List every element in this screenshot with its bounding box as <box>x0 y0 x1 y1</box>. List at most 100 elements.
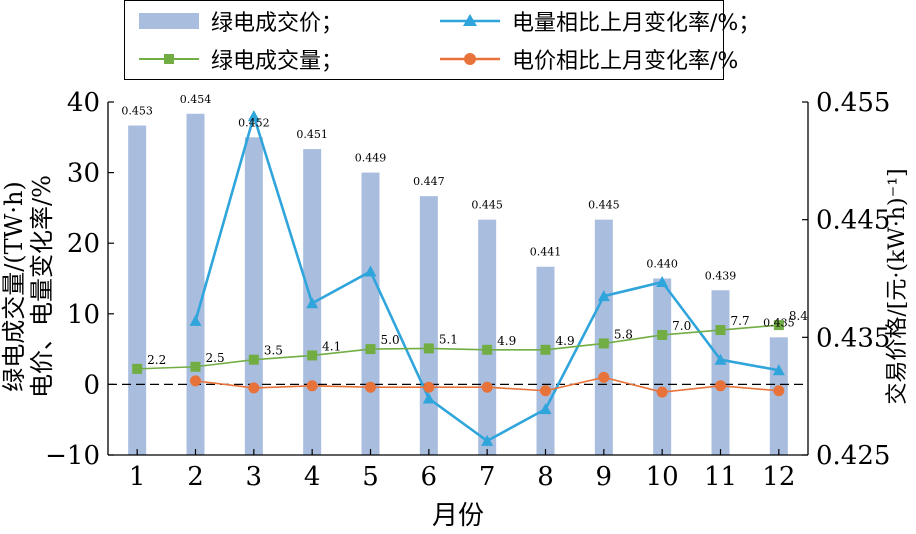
legend-item-price-change: 电价相比上月变化率/% <box>440 41 738 77</box>
bar-label-6: 0.447 <box>413 175 445 188</box>
legend-item-volume: 绿电成交量； <box>139 41 343 77</box>
point-label-s1-1: 2.2 <box>147 353 166 367</box>
legend-label-price-change: 电价相比上月变化率/% <box>512 49 739 74</box>
point-s2-10 <box>656 386 668 398</box>
point-s0-11 <box>714 353 727 365</box>
series-line-1 <box>137 324 779 370</box>
x-axis-title: 月份 <box>432 501 484 530</box>
bar-label-12: 0.435 <box>763 316 795 329</box>
point-s0-5 <box>364 265 377 277</box>
point-s1-11 <box>715 325 726 336</box>
point-s2-3 <box>248 382 260 394</box>
point-s2-11 <box>715 380 726 392</box>
bar-label-5: 0.449 <box>355 152 387 165</box>
x-tick-label: 11 <box>704 462 737 492</box>
bar-8 <box>536 266 555 455</box>
point-s1-5 <box>365 344 376 355</box>
legend-swatch-price-change <box>440 49 500 69</box>
y-left-axis-title-line1: 绿电成交量/(TW·h) <box>0 181 28 392</box>
point-s1-9 <box>598 338 609 349</box>
bar-label-8: 0.441 <box>530 246 562 259</box>
legend: 绿电成交价； 电量相比上月变化率/%； 绿电成交量； 电价相比上月变化率/% <box>124 0 760 80</box>
y-left-tick-label: 0 <box>83 370 100 400</box>
point-label-s1-8: 4.9 <box>556 334 575 348</box>
bar-10 <box>653 278 672 455</box>
point-s0-9 <box>597 290 610 302</box>
x-tick-label: 2 <box>187 462 204 492</box>
point-label-s1-3: 3.5 <box>264 344 283 358</box>
x-tick-label: 7 <box>479 462 496 492</box>
bar-label-11: 0.439 <box>705 269 737 282</box>
bar-label-7: 0.445 <box>471 199 503 212</box>
y-left-tick-label: 30 <box>67 159 100 189</box>
point-s2-9 <box>598 371 610 383</box>
point-s2-4 <box>306 380 318 392</box>
point-s1-10 <box>657 329 668 340</box>
point-s0-4 <box>306 297 319 309</box>
point-label-s1-9: 5.8 <box>614 327 633 341</box>
point-s2-8 <box>540 385 551 397</box>
y-right-tick-label: 0.435 <box>816 323 890 353</box>
y-right-tick-label: 0.445 <box>816 206 890 236</box>
point-s0-10 <box>656 276 669 288</box>
point-label-s1-6: 5.1 <box>439 332 458 346</box>
x-tick-label: 10 <box>646 462 679 492</box>
point-label-s1-12: 8.4 <box>789 309 808 323</box>
y-left-tick-label: 20 <box>67 229 100 259</box>
point-s1-12 <box>773 320 784 331</box>
point-label-s1-4: 4.1 <box>322 339 341 353</box>
legend-label-volume: 绿电成交量； <box>211 49 344 74</box>
y-right-tick-label: 0.425 <box>816 441 890 471</box>
bar-1 <box>128 125 147 456</box>
point-s0-12 <box>772 364 785 376</box>
point-s2-5 <box>365 381 376 393</box>
bar-7 <box>478 219 497 455</box>
bar-label-3: 0.452 <box>238 116 270 129</box>
x-tick-label: 9 <box>596 462 613 492</box>
point-s1-2 <box>190 361 201 372</box>
point-label-s1-10: 7.0 <box>672 319 691 333</box>
x-tick-label: 4 <box>304 462 321 492</box>
bar-9 <box>594 219 613 455</box>
point-s2-12 <box>773 385 785 397</box>
y-right-tick-label: 0.455 <box>816 88 890 118</box>
point-s1-7 <box>482 344 493 355</box>
point-s1-4 <box>307 350 318 361</box>
x-tick-label: 1 <box>129 462 146 492</box>
point-label-s1-5: 5.0 <box>381 333 400 347</box>
point-label-s1-2: 2.5 <box>206 351 225 365</box>
legend-swatch-volume <box>139 49 199 69</box>
point-s2-2 <box>190 375 201 387</box>
bar-5 <box>361 172 380 455</box>
legend-label-volume-change: 电量相比上月变化率/%； <box>512 11 761 36</box>
x-tick-label: 6 <box>421 462 438 492</box>
point-s0-7 <box>481 434 494 446</box>
legend-item-bar: 绿电成交价； <box>139 3 343 39</box>
y-left-tick-label: −10 <box>45 441 100 471</box>
point-s0-3 <box>247 110 260 122</box>
bar-label-9: 0.445 <box>588 199 620 212</box>
x-tick-label: 8 <box>537 462 554 492</box>
y-left-tick-label: 40 <box>67 88 100 118</box>
point-s0-2 <box>189 314 202 326</box>
x-tick-label: 12 <box>762 462 795 492</box>
bar-2 <box>186 113 205 456</box>
point-s2-7 <box>481 381 493 393</box>
point-s2-6 <box>423 381 435 393</box>
x-tick-label: 3 <box>246 462 263 492</box>
legend-label-bar: 绿电成交价； <box>211 11 344 36</box>
point-s1-3 <box>248 354 259 365</box>
legend-swatch-volume-change <box>440 11 500 31</box>
point-s1-6 <box>423 343 434 354</box>
y-left-tick-label: 10 <box>67 300 100 330</box>
bar-3 <box>244 137 263 456</box>
y-left-axis-title-line2: 电价、电量变化率/% <box>28 175 56 398</box>
point-label-s1-11: 7.7 <box>731 314 750 328</box>
point-s1-8 <box>540 344 551 355</box>
legend-swatch-bar <box>139 11 199 31</box>
point-s0-6 <box>422 392 435 404</box>
x-tick-label: 5 <box>362 462 379 492</box>
point-label-s1-7: 4.9 <box>497 334 516 348</box>
